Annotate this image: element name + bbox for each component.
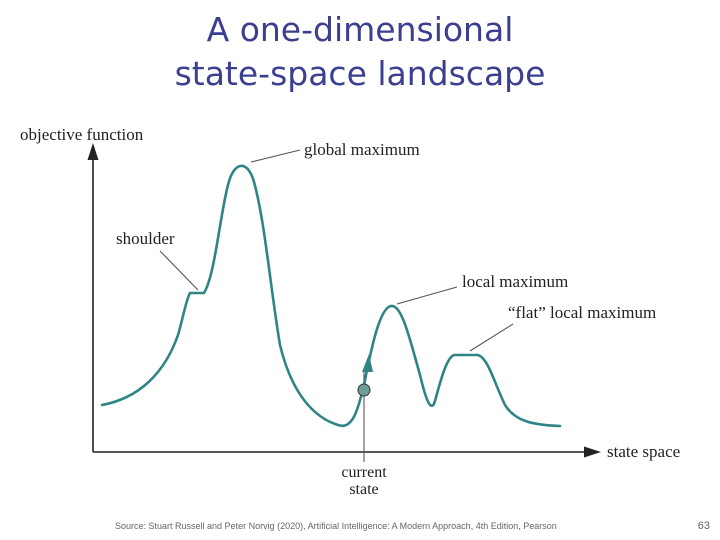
current-state-arrowhead	[362, 354, 373, 372]
title-line-2: state-space landscape	[174, 54, 546, 93]
slide-title: A one-dimensional state-space landscape	[0, 8, 720, 96]
shoulder-leader	[159, 250, 199, 291]
y-axis-label: objective function	[20, 125, 144, 144]
x-axis-label: state space	[607, 442, 680, 461]
global-maximum-leader	[250, 149, 301, 163]
axes	[87, 143, 601, 458]
source-citation: Source: Stuart Russell and Peter Norvig …	[115, 521, 557, 531]
flat-local-maximum-label: “flat” local maximum	[508, 303, 656, 322]
flat-local-maximum-leader	[469, 323, 514, 352]
leader-lines	[159, 149, 514, 352]
local-maximum-leader	[396, 286, 458, 305]
y-axis-arrowhead	[87, 143, 99, 160]
x-axis-arrowhead	[584, 446, 601, 458]
shoulder-label: shoulder	[116, 229, 175, 248]
current-state-marker-group	[357, 354, 373, 462]
current-state-label-line-1: current	[341, 464, 387, 481]
page-number: 63	[697, 520, 710, 532]
local-maximum-label: local maximum	[462, 272, 568, 291]
objective-function-curve	[100, 164, 562, 428]
global-maximum-label: global maximum	[304, 140, 420, 159]
current-state-dot	[357, 383, 371, 397]
current-state-label-line-2: state	[349, 481, 378, 498]
title-line-1: A one-dimensional	[206, 10, 514, 49]
